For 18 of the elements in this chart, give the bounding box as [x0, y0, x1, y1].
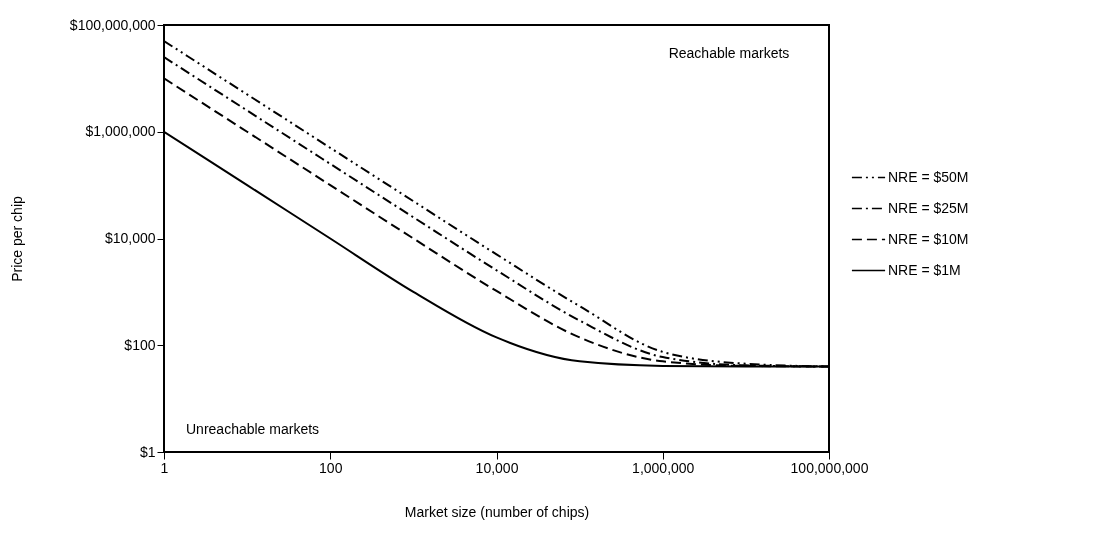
x-axis-title: Market size (number of chips): [404, 503, 590, 520]
annotation: Unreachable markets: [186, 421, 320, 437]
y-tick-label: $1,000,000: [85, 123, 156, 140]
x-tick-label: 1,000,000: [632, 459, 695, 476]
x-tick-label: 1: [160, 459, 169, 476]
x-tick-label: 10,000: [475, 459, 519, 476]
x-tick-label: 100: [319, 459, 343, 476]
legend-label: NRE = $50M: [888, 168, 969, 185]
y-tick-label: $100: [124, 336, 156, 353]
legend-label: NRE = $10M: [888, 230, 969, 247]
x-tick-label: 100,000,000: [790, 459, 869, 476]
y-tick-label: $1: [139, 443, 156, 460]
y-tick-label: $100,000,000: [69, 16, 156, 33]
annotation: Reachable markets: [668, 45, 790, 61]
y-axis-title: Price per chip: [8, 195, 25, 282]
legend-label: NRE = $1M: [888, 261, 961, 278]
legend-label: NRE = $25M: [888, 199, 969, 216]
y-tick-label: $10,000: [104, 230, 156, 246]
